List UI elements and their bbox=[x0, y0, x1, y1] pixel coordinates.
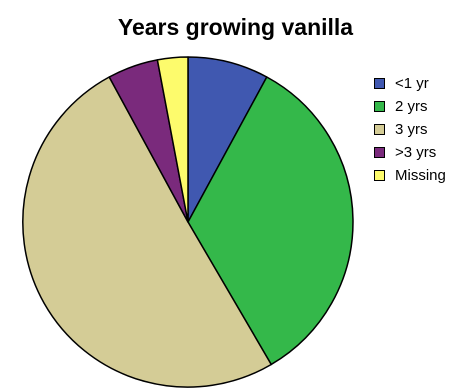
legend-label: 3 yrs bbox=[395, 121, 428, 138]
pie-slice-2-yrs bbox=[187, 76, 354, 366]
legend-item: <1 yr bbox=[374, 72, 446, 95]
chart-title: Years growing vanilla bbox=[117, 14, 354, 40]
legend-item: Missing bbox=[374, 164, 446, 187]
legend-item: >3 yrs bbox=[374, 141, 446, 164]
legend-label: Missing bbox=[395, 167, 446, 184]
pie-slice-3-yrs bbox=[22, 76, 272, 388]
legend-swatch bbox=[374, 147, 385, 158]
legend-label: <1 yr bbox=[395, 75, 429, 92]
legend-swatch bbox=[374, 170, 385, 181]
pie-slice-missing bbox=[156, 56, 189, 223]
legend-swatch bbox=[374, 124, 385, 135]
legend-swatch bbox=[374, 78, 385, 89]
legend-item: 2 yrs bbox=[374, 95, 446, 118]
legend-swatch bbox=[374, 101, 385, 112]
legend-item: 3 yrs bbox=[374, 118, 446, 141]
pie-slices bbox=[22, 56, 354, 388]
legend-label: 2 yrs bbox=[395, 98, 428, 115]
legend: <1 yr 2 yrs 3 yrs >3 yrs Missing bbox=[374, 72, 446, 187]
legend-label: >3 yrs bbox=[395, 144, 437, 161]
